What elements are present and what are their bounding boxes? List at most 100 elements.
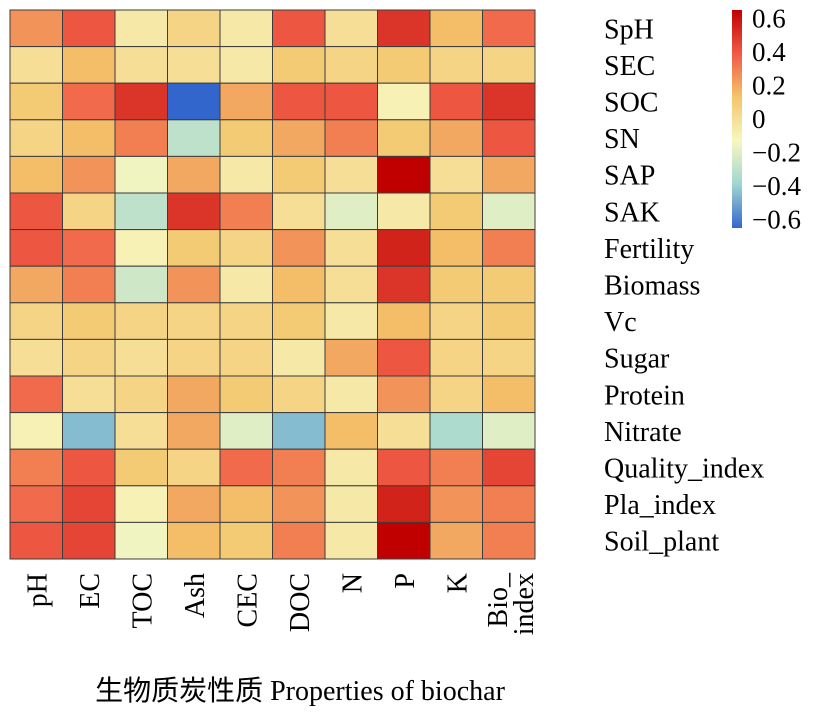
heatmap-cell — [377, 46, 431, 84]
heatmap-cell — [324, 46, 378, 84]
heatmap-cell — [482, 521, 536, 560]
heatmap-cell — [114, 485, 168, 523]
heatmap-cell — [167, 265, 221, 304]
heatmap-cell — [114, 375, 168, 414]
colorbar — [732, 10, 742, 228]
heatmap-cell — [219, 412, 273, 450]
heatmap-cell — [62, 375, 116, 414]
heatmap-cell — [324, 119, 378, 157]
colorbar-tick-label: −0.4 — [752, 171, 801, 201]
row-label: Soil_plant — [604, 527, 719, 558]
heatmap-cell — [167, 485, 221, 523]
heatmap-cell — [377, 119, 431, 157]
heatmap-cell — [9, 375, 63, 414]
heatmap-cell — [377, 82, 431, 121]
heatmap-cell — [377, 375, 431, 414]
heatmap-cell — [482, 155, 536, 194]
heatmap-cell — [482, 412, 536, 450]
heatmap-cell — [167, 9, 221, 48]
heatmap-cell — [62, 46, 116, 84]
heatmap-cell — [167, 521, 221, 560]
heatmap-cell — [324, 448, 378, 487]
heatmap-cell — [62, 412, 116, 450]
heatmap-cell — [62, 229, 116, 267]
heatmap-cell — [272, 302, 326, 340]
column-label: TOC — [127, 573, 158, 629]
heatmap-cell — [272, 448, 326, 487]
heatmap-cell — [9, 119, 63, 157]
column-labels: pH EC TOC Ash CEC DOC N P K Bio_index — [22, 572, 540, 635]
heatmap-cell — [9, 338, 63, 377]
heatmap-cell — [324, 229, 378, 267]
heatmap-cell — [272, 265, 326, 304]
heatmap-cell — [62, 192, 116, 231]
heatmap-cell — [114, 229, 168, 267]
column-label: EC — [75, 573, 106, 609]
row-label: Pla_index — [604, 490, 716, 521]
column-label: K — [442, 573, 473, 593]
column-label: Bio_ — [483, 572, 514, 627]
heatmap-cell — [429, 375, 483, 414]
column-label: N — [337, 573, 368, 593]
heatmap-cell — [219, 119, 273, 157]
heatmap-cell — [219, 9, 273, 48]
column-label: Ash — [180, 573, 211, 618]
heatmap-cell — [114, 9, 168, 48]
heatmap-cell — [429, 485, 483, 523]
heatmap-cell — [167, 412, 221, 450]
heatmap-cell — [114, 192, 168, 231]
heatmap-cell — [114, 82, 168, 121]
heatmap-cell — [324, 412, 378, 450]
heatmap-cell — [9, 302, 63, 340]
heatmap-cell — [482, 9, 536, 48]
row-label: Sugar — [604, 344, 670, 375]
heatmap-cell — [219, 338, 273, 377]
heatmap-cell — [272, 412, 326, 450]
heatmap-cells — [9, 9, 536, 560]
colorbar-ticks: 0.6 0.4 0.20 −0.2−0.4 −0.6 — [752, 3, 801, 234]
row-label: Vc — [604, 307, 637, 338]
heatmap-cell — [114, 338, 168, 377]
heatmap-cell — [429, 302, 483, 340]
row-label: SAK — [604, 197, 660, 228]
heatmap-cell — [114, 521, 168, 560]
heatmap-cell — [219, 229, 273, 267]
heatmap-cell — [377, 229, 431, 267]
heatmap-cell — [114, 265, 168, 304]
heatmap-cell — [62, 521, 116, 560]
heatmap-cell — [167, 302, 221, 340]
heatmap-cell — [272, 338, 326, 377]
heatmap-cell — [482, 229, 536, 267]
heatmap-cell — [429, 521, 483, 560]
heatmap-cell — [482, 265, 536, 304]
heatmap-cell — [219, 82, 273, 121]
heatmap-cell — [429, 46, 483, 84]
heatmap-cell — [429, 82, 483, 121]
column-label: index — [509, 573, 540, 635]
heatmap-cell — [482, 338, 536, 377]
row-label: Fertility — [604, 234, 694, 265]
heatmap-cell — [482, 82, 536, 121]
colorbar-tick-label: 0 — [752, 104, 766, 134]
heatmap-cell — [482, 302, 536, 340]
heatmap-cell — [429, 9, 483, 48]
heatmap-cell — [324, 521, 378, 560]
heatmap-cell — [62, 448, 116, 487]
column-label: DOC — [285, 573, 316, 632]
heatmap-cell — [272, 82, 326, 121]
heatmap-cell — [9, 9, 63, 48]
heatmap-cell — [9, 265, 63, 304]
heatmap-cell — [219, 192, 273, 231]
heatmap-cell — [482, 192, 536, 231]
heatmap-cell — [272, 192, 326, 231]
heatmap-cell — [429, 119, 483, 157]
heatmap-cell — [272, 46, 326, 84]
colorbar-tick-label: 0.4 — [752, 37, 786, 67]
heatmap-cell — [377, 521, 431, 560]
column-label: CEC — [232, 573, 263, 627]
colorbar-tick-label: −0.6 — [752, 205, 801, 235]
heatmap-cell — [62, 82, 116, 121]
heatmap-cell — [114, 448, 168, 487]
heatmap-cell — [9, 46, 63, 84]
heatmap-cell — [167, 375, 221, 414]
